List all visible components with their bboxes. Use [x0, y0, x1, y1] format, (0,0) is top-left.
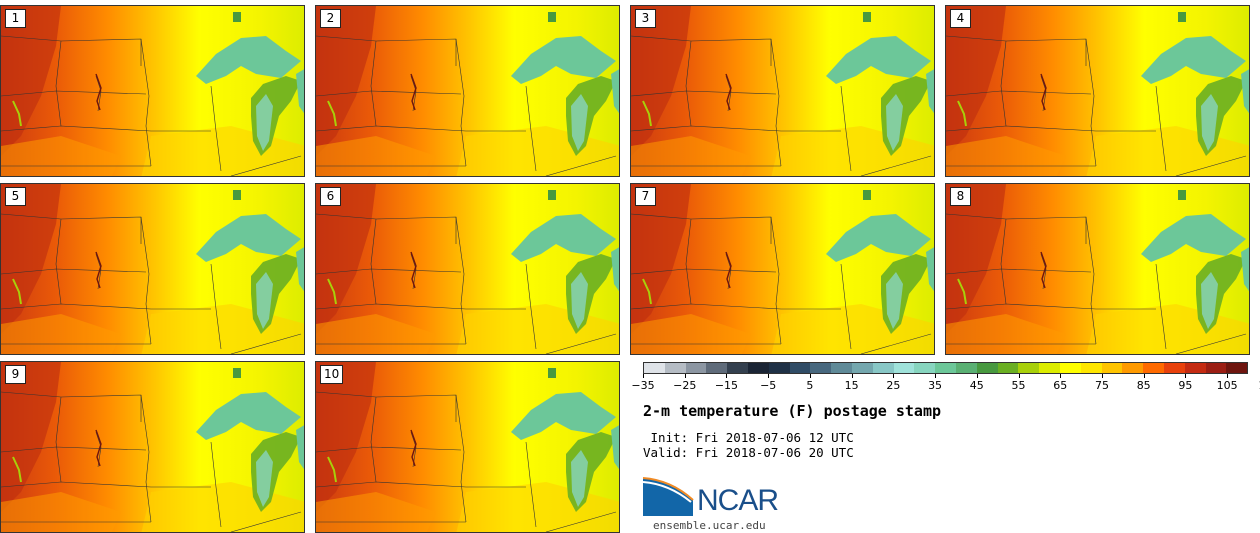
colorbar-segment [1080, 363, 1102, 373]
map-panel-1: 1 [0, 5, 305, 177]
colorbar-segment [997, 363, 1019, 373]
colorbar-segment [706, 363, 728, 373]
colorbar-tick-label: 15 [844, 379, 859, 392]
colorbar-segment [1184, 363, 1206, 373]
colorbar-segment [1059, 363, 1081, 373]
colorbar-tick-label: −25 [673, 379, 697, 392]
logo-url: ensemble.ucar.edu [653, 519, 766, 532]
colorbar-tick-label: 105 [1216, 379, 1238, 392]
colorbar-ticks: −35 −25 −15 −5 5 15 25 35 45 55 65 75 85 95 105 115 [631, 374, 1260, 396]
colorbar-tick [1060, 374, 1062, 378]
colorbar-segment [1205, 363, 1227, 373]
valid-time: Valid: Fri 2018-07-06 20 UTC [643, 445, 854, 460]
panel-number: 1 [5, 9, 26, 28]
colorbar-segment [685, 363, 707, 373]
map-panel-4: 4 [945, 5, 1250, 177]
ncar-logo-icon [643, 477, 694, 516]
panel-number: 9 [5, 365, 26, 384]
map-panel-3: 3 [630, 5, 935, 177]
colorbar-tick [935, 374, 937, 378]
map-panel-6: 6 [315, 183, 620, 355]
colorbar-segment [893, 363, 915, 373]
colorbar-segment [914, 363, 936, 373]
plot-title: 2-m temperature (F) postage stamp [643, 402, 942, 420]
colorbar-tick-label: −15 [714, 379, 739, 392]
colorbar-segment [727, 363, 748, 373]
colorbar-segment [644, 363, 665, 373]
colorbar-segment [1039, 363, 1060, 373]
map-panel-7: 7 [630, 183, 935, 355]
colorbar-tick [726, 374, 728, 378]
colorbar-segment [831, 363, 852, 373]
colorbar-segment [935, 363, 956, 373]
colorbar-tick [809, 374, 811, 378]
colorbar-segment [872, 363, 894, 373]
map-panel-9: 9 [0, 361, 305, 533]
colorbar-tick-label: 65 [1053, 379, 1068, 392]
colorbar-tick [1018, 374, 1020, 378]
colorbar-tick-label: 85 [1136, 379, 1151, 392]
colorbar-tick-label: 35 [928, 379, 943, 392]
colorbar-tick [768, 374, 770, 378]
colorbar-tick [1185, 374, 1187, 378]
colorbar-segment [1101, 363, 1123, 373]
map-panel-8: 8 [945, 183, 1250, 355]
colorbar-tick [1143, 374, 1145, 378]
init-time: Init: Fri 2018-07-06 12 UTC [643, 430, 854, 445]
colorbar-tick-label: 75 [1094, 379, 1109, 392]
colorbar-segment [1122, 363, 1144, 373]
colorbar-tick-label: 25 [886, 379, 901, 392]
colorbar-tick [643, 374, 644, 378]
ncar-logo-text: NCAR [697, 484, 779, 517]
colorbar-tick-label: 115 [1258, 379, 1260, 392]
colorbar-segment [976, 363, 998, 373]
map-panel-10: 10 [315, 361, 620, 533]
colorbar-tick-label: 45 [969, 379, 984, 392]
map-panel-2: 2 [315, 5, 620, 177]
panel-number: 3 [635, 9, 656, 28]
colorbar-segment [768, 363, 790, 373]
panel-number: 10 [320, 365, 344, 384]
colorbar-tick-label: −5 [760, 379, 777, 392]
colorbar-tick-label: −35 [631, 379, 655, 392]
panel-number: 8 [950, 187, 971, 206]
colorbar-segment [810, 363, 832, 373]
colorbar-tick [1227, 374, 1229, 378]
colorbar-tick-label: 95 [1178, 379, 1193, 392]
colorbar-tick [1101, 374, 1103, 378]
panel-number: 7 [635, 187, 656, 206]
panel-number: 5 [5, 187, 26, 206]
colorbar-tick [893, 374, 895, 378]
colorbar-tick [684, 374, 686, 378]
colorbar-segment [955, 363, 977, 373]
panel-number: 2 [320, 9, 341, 28]
colorbar-segment [747, 363, 769, 373]
colorbar-tick-label: 5 [806, 379, 814, 392]
colorbar-segment [851, 363, 873, 373]
colorbar-segment [1018, 363, 1040, 373]
colorbar-segment [1163, 363, 1185, 373]
colorbar-segment [664, 363, 686, 373]
temperature-colorbar [643, 362, 1248, 374]
colorbar-tick [851, 374, 853, 378]
colorbar-tick-label: 55 [1011, 379, 1026, 392]
panel-number: 6 [320, 187, 341, 206]
colorbar-segment [789, 363, 811, 373]
colorbar-segment [1143, 363, 1164, 373]
colorbar-tick [976, 374, 978, 378]
map-panel-5: 5 [0, 183, 305, 355]
colorbar-segment [1226, 363, 1248, 373]
panel-number: 4 [950, 9, 971, 28]
